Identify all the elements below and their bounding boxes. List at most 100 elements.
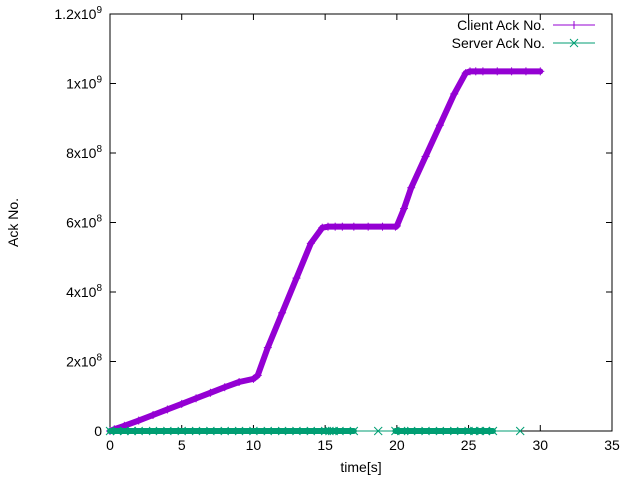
data-point bbox=[263, 426, 273, 436]
data-point bbox=[235, 378, 244, 387]
data-point bbox=[206, 388, 215, 397]
y-tick-label: 1x109 bbox=[66, 75, 102, 92]
x-tick-label: 25 bbox=[461, 437, 477, 453]
series-band bbox=[264, 309, 286, 351]
data-point bbox=[119, 426, 129, 436]
data-point bbox=[320, 426, 330, 436]
data-point bbox=[105, 426, 115, 436]
data-point bbox=[149, 411, 158, 420]
data-point bbox=[292, 426, 301, 436]
data-point bbox=[278, 308, 287, 317]
x-tick-label: 15 bbox=[317, 437, 333, 453]
data-point bbox=[249, 374, 258, 383]
series-band bbox=[436, 90, 458, 129]
legend-marker bbox=[569, 38, 579, 48]
x-tick-label: 0 bbox=[106, 437, 114, 453]
legend-label: Client Ack No. bbox=[457, 17, 545, 33]
legend-label: Server Ack No. bbox=[452, 35, 545, 51]
data-point bbox=[306, 426, 316, 436]
series-band bbox=[451, 70, 469, 97]
plot-frame bbox=[109, 13, 613, 432]
series-band bbox=[422, 122, 443, 160]
data-point bbox=[177, 426, 187, 436]
data-point bbox=[331, 222, 340, 231]
x-tick-label: 10 bbox=[246, 437, 262, 453]
series-band bbox=[279, 275, 300, 316]
series-band bbox=[254, 344, 271, 379]
data-point bbox=[191, 426, 201, 436]
data-point bbox=[253, 371, 262, 380]
data-point bbox=[471, 67, 480, 76]
data-point bbox=[306, 239, 315, 248]
data-point bbox=[220, 426, 230, 436]
data-point bbox=[163, 405, 172, 414]
y-tick-label: 2x108 bbox=[66, 353, 102, 370]
data-point bbox=[378, 222, 387, 231]
data-point bbox=[407, 183, 416, 192]
y-tick-label: 1.2x109 bbox=[54, 5, 102, 22]
series-band bbox=[401, 184, 415, 212]
data-point bbox=[392, 221, 401, 230]
data-point bbox=[324, 222, 333, 231]
data-point bbox=[481, 426, 491, 436]
data-point bbox=[148, 426, 158, 436]
data-point bbox=[249, 426, 258, 436]
data-point bbox=[536, 67, 545, 76]
data-point bbox=[478, 67, 487, 76]
data-point bbox=[364, 222, 373, 231]
data-point bbox=[493, 67, 502, 76]
y-tick-label: 8x108 bbox=[66, 144, 102, 161]
data-point bbox=[206, 426, 215, 436]
data-point bbox=[507, 67, 516, 76]
y-axis-title: Ack No. bbox=[5, 198, 21, 247]
data-point bbox=[400, 204, 409, 213]
data-point bbox=[406, 426, 416, 436]
data-point bbox=[220, 383, 229, 392]
data-point bbox=[521, 67, 530, 76]
y-tick-label: 0 bbox=[94, 423, 102, 439]
series-band bbox=[293, 240, 314, 282]
data-point bbox=[449, 426, 459, 436]
x-axis-title: time[s] bbox=[340, 459, 381, 475]
data-point bbox=[421, 152, 430, 161]
data-point bbox=[292, 274, 301, 283]
y-tick-label: 4x108 bbox=[66, 283, 102, 300]
data-point bbox=[234, 426, 244, 436]
data-point bbox=[435, 426, 445, 436]
data-point bbox=[435, 121, 444, 130]
legend-marker bbox=[570, 21, 578, 29]
x-tick-label: 35 bbox=[604, 437, 620, 453]
x-tick-label: 30 bbox=[532, 437, 548, 453]
x-tick-label: 5 bbox=[178, 437, 186, 453]
data-point bbox=[318, 223, 327, 232]
series-band bbox=[408, 153, 429, 191]
data-point bbox=[263, 343, 272, 352]
axis-ticks: 0 5 10 15 20 25 30 35 0 2x108 4x108 6x108 8x108 1x109… bbox=[54, 5, 620, 453]
data-point bbox=[192, 394, 201, 403]
data-point bbox=[134, 416, 143, 425]
data-point bbox=[349, 222, 358, 231]
data-point bbox=[177, 399, 186, 408]
data-point bbox=[450, 89, 459, 98]
x-tick-label: 20 bbox=[389, 437, 405, 453]
data-point bbox=[277, 426, 287, 436]
data-point bbox=[163, 426, 172, 436]
series-band bbox=[307, 224, 326, 247]
y-tick-label: 6x108 bbox=[66, 214, 102, 231]
series-layer bbox=[105, 67, 545, 436]
data-point bbox=[391, 222, 400, 231]
data-point bbox=[134, 426, 144, 436]
data-point bbox=[338, 222, 347, 231]
series-band bbox=[393, 205, 408, 229]
data-point bbox=[461, 69, 470, 78]
data-point bbox=[112, 426, 122, 436]
series-client-ack bbox=[106, 67, 545, 435]
data-point bbox=[335, 426, 344, 436]
data-point bbox=[396, 426, 406, 436]
data-point bbox=[127, 426, 136, 436]
data-point bbox=[421, 426, 430, 436]
legend: Client Ack No. Server Ack No. bbox=[452, 17, 595, 51]
series-server-ack bbox=[105, 426, 525, 436]
data-point bbox=[325, 426, 334, 436]
